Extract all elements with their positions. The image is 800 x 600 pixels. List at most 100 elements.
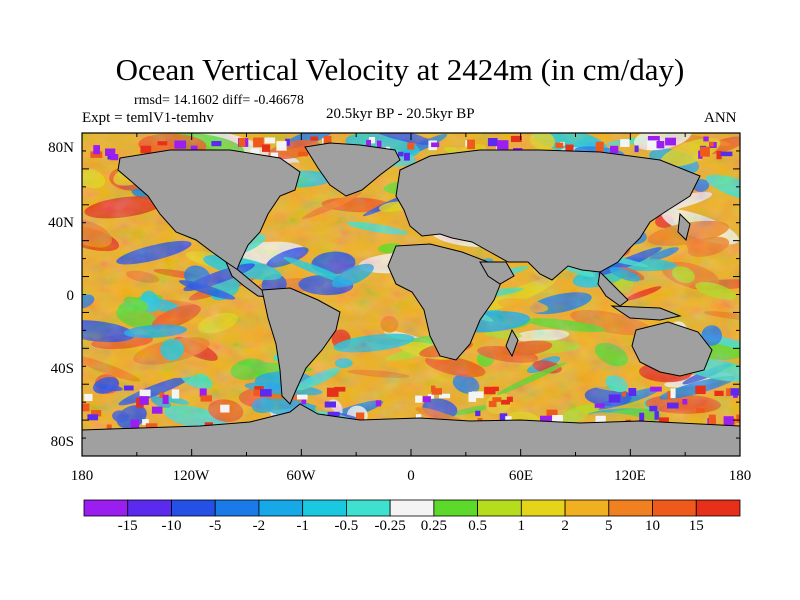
polar-artifact-block — [162, 394, 169, 404]
land-australia — [631, 321, 713, 377]
polar-artifact-block — [91, 410, 102, 417]
land-indonesia — [610, 305, 682, 321]
polar-artifact-block — [510, 135, 522, 143]
polar-artifact-block — [709, 141, 714, 147]
polar-artifact-block — [667, 402, 679, 409]
polar-artifact-block — [665, 137, 676, 146]
polar-artifact-block — [93, 145, 100, 155]
polar-artifact-block — [324, 401, 336, 408]
polar-artifact-block — [107, 152, 112, 160]
polar-artifact-block — [654, 411, 659, 420]
polar-artifact-block — [608, 394, 621, 403]
polar-artifact-block — [647, 140, 659, 150]
axis-ticks — [81, 132, 741, 457]
x-tick-label-180e: 180 — [728, 468, 752, 484]
colorbar-swatch — [433, 499, 478, 517]
colorbar-swatch — [564, 499, 610, 517]
polar-artifact-block — [139, 396, 149, 405]
polar-artifact-block — [649, 405, 658, 412]
polar-artifact-block — [658, 417, 669, 423]
polar-artifact-block — [199, 388, 207, 397]
polar-artifact-block — [130, 419, 140, 429]
y-tick-label-80n: 80N — [48, 140, 74, 156]
polar-artifact-block — [270, 152, 279, 158]
polar-artifact-block — [323, 135, 332, 145]
colorbar-label: -0.25 — [374, 518, 406, 534]
polar-artifact-block — [326, 387, 339, 397]
colorbar-label: 2 — [561, 518, 569, 534]
colorbar-label: 15 — [688, 518, 704, 534]
polar-artifact-block — [262, 144, 271, 152]
x-tick-label-60w: 60W — [286, 468, 316, 484]
land-africa — [387, 243, 503, 361]
polar-artifact-block — [695, 408, 705, 413]
polar-artifact-block — [375, 400, 382, 407]
polar-artifact-block — [475, 410, 481, 417]
polar-artifact-block — [398, 151, 404, 157]
polar-artifact-block — [174, 140, 187, 149]
land-antarctica — [82, 403, 740, 456]
period-label: 20.5kyr BP - 20.5kyr BP — [326, 106, 475, 122]
land-south-america — [261, 287, 341, 405]
polar-artifact-block — [492, 397, 502, 402]
colorbar — [83, 499, 741, 517]
polar-artifact-block — [552, 415, 563, 423]
polar-artifact-block — [621, 392, 626, 397]
colorbar-label: -2 — [252, 518, 266, 534]
colorbar-swatch — [171, 499, 216, 517]
colorbar-label: -10 — [161, 518, 182, 534]
polar-artifact-block — [682, 399, 688, 405]
polar-artifact-block — [695, 385, 706, 395]
polar-artifact-block — [488, 400, 497, 408]
polar-artifact-block — [703, 136, 709, 142]
colorbar-label: -1 — [296, 518, 309, 534]
polar-artifact-block — [142, 419, 149, 425]
polar-artifact-block — [123, 385, 134, 391]
polar-artifact-block — [356, 412, 365, 420]
land-arabia — [479, 261, 515, 285]
polar-artifact-block — [110, 154, 119, 161]
polar-artifact-block — [714, 390, 724, 396]
colorbar-swatch — [258, 499, 304, 517]
polar-artifact-block — [285, 138, 290, 146]
polar-artifact-block — [427, 394, 434, 399]
colorbar-swatch — [608, 499, 653, 517]
polar-artifact-block — [190, 145, 198, 150]
colorbar-label: 1 — [517, 518, 526, 534]
colorbar-label: 5 — [605, 518, 613, 534]
polar-artifact-block — [310, 136, 319, 141]
polar-artifact-block — [716, 150, 722, 160]
polar-artifact-block — [250, 148, 259, 156]
colorbar-swatch — [127, 499, 172, 517]
polar-artifact-block — [700, 146, 710, 157]
polar-artifact-block — [501, 399, 510, 405]
colorbar-swatch — [695, 499, 741, 517]
polar-artifact-block — [431, 388, 442, 395]
polar-artifact-block — [377, 140, 382, 150]
colorbar-label: -0.5 — [334, 518, 359, 534]
polar-artifact-block — [487, 138, 498, 147]
colorbar-label: 0.25 — [420, 518, 448, 534]
polar-artifact-block — [628, 388, 637, 396]
colorbar-label: -5 — [208, 518, 222, 534]
polar-artifact-block — [546, 409, 558, 419]
colorbar-label: 0.5 — [468, 518, 487, 534]
polar-artifact-block — [159, 392, 165, 398]
polar-artifact-block — [260, 389, 272, 397]
polar-artifact-block — [90, 151, 103, 158]
x-tick-label-180w: 180 — [70, 468, 94, 484]
polar-artifact-block — [647, 136, 660, 145]
colorbar-label: 10 — [645, 518, 660, 534]
polar-artifact-block — [736, 414, 740, 423]
polar-artifact-block — [497, 140, 509, 150]
polar-artifact-block — [594, 403, 605, 408]
polar-artifact-block — [723, 416, 734, 426]
polar-artifact-block — [422, 396, 431, 403]
polar-artifact-block — [366, 139, 371, 146]
polar-artifact-block — [620, 139, 630, 147]
colorbar-swatch — [389, 499, 435, 517]
polar-artifact-block — [656, 141, 665, 149]
polar-artifact-block — [484, 386, 496, 395]
polar-artifact-block — [105, 148, 116, 156]
